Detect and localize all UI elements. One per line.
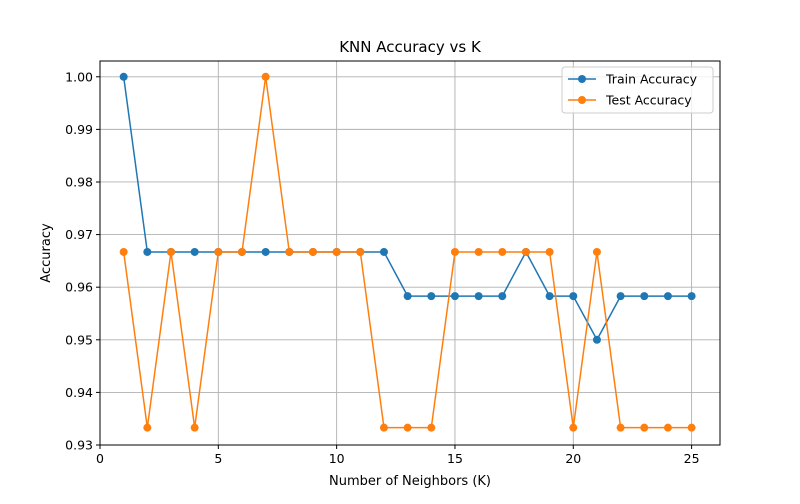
legend-marker-test-accuracy — [578, 96, 586, 104]
series-test-accuracy — [119, 72, 696, 432]
data-point-test-accuracy — [308, 247, 317, 256]
x-tick-label: 10 — [329, 451, 345, 466]
data-point-train-accuracy — [545, 292, 554, 301]
data-point-train-accuracy — [119, 72, 128, 81]
data-point-test-accuracy — [237, 247, 246, 256]
series-layer — [119, 72, 696, 432]
legend-item-test-accuracy: Test Accuracy — [568, 93, 692, 108]
data-point-train-accuracy — [190, 247, 199, 256]
data-point-test-accuracy — [143, 423, 152, 432]
y-tick-label: 0.97 — [65, 227, 93, 242]
data-point-train-accuracy — [403, 292, 412, 301]
data-point-test-accuracy — [261, 72, 270, 81]
y-tick-label: 0.98 — [65, 174, 93, 189]
data-point-train-accuracy — [616, 292, 625, 301]
data-point-test-accuracy — [569, 423, 578, 432]
data-point-train-accuracy — [687, 292, 696, 301]
data-point-test-accuracy — [119, 247, 128, 256]
data-point-test-accuracy — [190, 423, 199, 432]
chart-title: KNN Accuracy vs K — [339, 38, 482, 56]
data-point-test-accuracy — [214, 247, 223, 256]
data-point-train-accuracy — [569, 292, 578, 301]
data-point-test-accuracy — [285, 247, 294, 256]
data-point-test-accuracy — [640, 423, 649, 432]
y-axis-label: Accuracy — [39, 223, 54, 283]
data-point-test-accuracy — [663, 423, 672, 432]
data-point-test-accuracy — [474, 247, 483, 256]
data-point-test-accuracy — [379, 423, 388, 432]
x-axis-label: Number of Neighbors (K) — [329, 474, 491, 489]
x-tick-label: 20 — [565, 451, 581, 466]
x-tick-label: 5 — [214, 451, 222, 466]
y-tick-label: 0.94 — [65, 385, 93, 400]
data-point-train-accuracy — [663, 292, 672, 301]
y-tick-label: 0.95 — [65, 332, 93, 347]
data-point-train-accuracy — [261, 247, 270, 256]
legend-marker-train-accuracy — [578, 75, 586, 83]
x-tick-label: 15 — [447, 451, 463, 466]
data-point-train-accuracy — [379, 247, 388, 256]
data-point-test-accuracy — [427, 423, 436, 432]
data-point-test-accuracy — [616, 423, 625, 432]
legend-box — [561, 66, 714, 114]
y-tick-label: 1.00 — [65, 69, 93, 84]
legend-item-train-accuracy: Train Accuracy — [568, 72, 698, 87]
data-point-train-accuracy — [427, 292, 436, 301]
data-point-test-accuracy — [166, 247, 175, 256]
data-point-train-accuracy — [592, 335, 601, 344]
data-point-train-accuracy — [474, 292, 483, 301]
data-point-test-accuracy — [403, 423, 412, 432]
y-tick-label: 0.96 — [65, 280, 93, 295]
y-tick-label: 0.93 — [65, 438, 93, 453]
x-tick-label: 0 — [96, 451, 104, 466]
data-point-test-accuracy — [687, 423, 696, 432]
data-point-test-accuracy — [521, 247, 530, 256]
x-tick-label: 25 — [684, 451, 700, 466]
data-point-test-accuracy — [498, 247, 507, 256]
legend: Train Accuracy Test Accuracy — [561, 66, 714, 114]
data-point-test-accuracy — [356, 247, 365, 256]
tick-layer: 0 5 10 15 20 25 0.93 0.94 0.95 0.96 0.97 0.98 0.99 1.… — [65, 69, 699, 466]
data-point-train-accuracy — [498, 292, 507, 301]
data-point-test-accuracy — [450, 247, 459, 256]
data-point-train-accuracy — [450, 292, 459, 301]
y-tick-label: 0.99 — [65, 122, 93, 137]
data-point-test-accuracy — [545, 247, 554, 256]
data-point-test-accuracy — [332, 247, 341, 256]
data-point-test-accuracy — [592, 247, 601, 256]
legend-label-test-accuracy: Test Accuracy — [605, 93, 692, 108]
data-point-train-accuracy — [143, 247, 152, 256]
data-point-train-accuracy — [640, 292, 649, 301]
plot-frame — [99, 60, 721, 446]
legend-label-train-accuracy: Train Accuracy — [605, 72, 698, 87]
